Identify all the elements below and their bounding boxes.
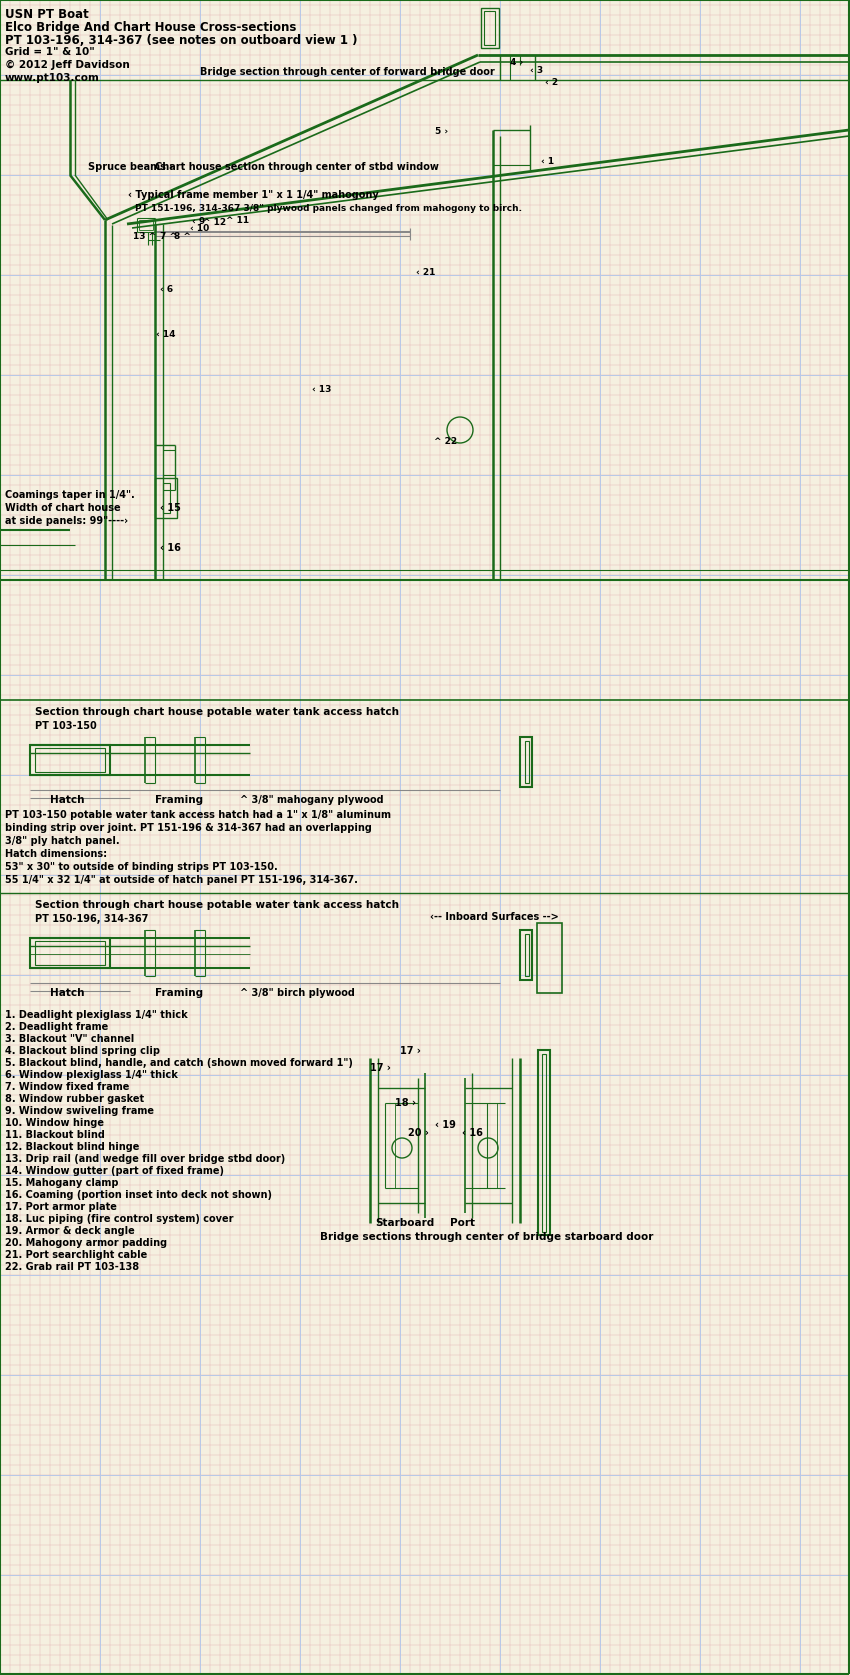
- Text: PT 151-196, 314-367 3/8" plywood panels changed from mahogony to birch.: PT 151-196, 314-367 3/8" plywood panels …: [135, 204, 522, 213]
- Text: binding strip over joint. PT 151-196 & 314-367 had an overlapping: binding strip over joint. PT 151-196 & 3…: [5, 822, 371, 832]
- Text: 3. Blackout "V" channel: 3. Blackout "V" channel: [5, 1033, 134, 1044]
- Text: Framing: Framing: [155, 988, 203, 998]
- Bar: [525, 935, 529, 977]
- Bar: [35, 941, 105, 965]
- Text: ‹ 9: ‹ 9: [192, 218, 205, 226]
- Text: ‹ 14: ‹ 14: [156, 330, 175, 338]
- Text: 7. Window fixed frame: 7. Window fixed frame: [5, 1082, 129, 1092]
- Text: ^ 11: ^ 11: [226, 216, 249, 224]
- Text: ^ 3/8" mahogany plywood: ^ 3/8" mahogany plywood: [240, 796, 383, 806]
- Text: ‹ 1: ‹ 1: [541, 157, 554, 166]
- Text: 17 ›: 17 ›: [400, 1045, 421, 1055]
- Bar: [520, 737, 532, 787]
- Bar: [538, 1050, 550, 1234]
- Text: ‹ Typical frame member 1" x 1 1/4" mahogony: ‹ Typical frame member 1" x 1 1/4" mahog…: [128, 189, 379, 199]
- Text: 20 ›: 20 ›: [408, 1127, 429, 1137]
- Text: 7 ^: 7 ^: [160, 233, 177, 241]
- Bar: [163, 482, 170, 513]
- Text: Chart house section through center of stbd window: Chart house section through center of st…: [155, 162, 439, 173]
- Text: Grid = 1" & 10": Grid = 1" & 10": [5, 47, 94, 57]
- Text: 19. Armor & deck angle: 19. Armor & deck angle: [5, 1226, 135, 1236]
- Text: ‹ 16: ‹ 16: [462, 1127, 483, 1137]
- Text: Hatch: Hatch: [50, 796, 84, 806]
- Text: ^ 3/8" birch plywood: ^ 3/8" birch plywood: [240, 988, 355, 998]
- Text: ‹ 6: ‹ 6: [160, 285, 173, 295]
- Text: 8 ^: 8 ^: [174, 233, 191, 241]
- Bar: [520, 930, 532, 980]
- Bar: [484, 12, 495, 45]
- Text: 18 ›: 18 ›: [395, 1099, 416, 1107]
- Text: Coamings taper in 1/4".: Coamings taper in 1/4".: [5, 491, 135, 501]
- Text: © 2012 Jeff Davidson: © 2012 Jeff Davidson: [5, 60, 130, 70]
- Text: USN PT Boat: USN PT Boat: [5, 8, 88, 22]
- Bar: [542, 1054, 546, 1233]
- Text: Hatch dimensions:: Hatch dimensions:: [5, 849, 107, 859]
- Text: 13 ^: 13 ^: [133, 233, 156, 241]
- Bar: [537, 923, 562, 993]
- Text: ^ 22: ^ 22: [434, 437, 457, 446]
- Text: 5 ›: 5 ›: [435, 127, 448, 136]
- Bar: [155, 477, 177, 518]
- Text: 20. Mahogony armor padding: 20. Mahogony armor padding: [5, 1238, 167, 1248]
- Text: 4. Blackout blind spring clip: 4. Blackout blind spring clip: [5, 1045, 160, 1055]
- Text: Port: Port: [450, 1218, 475, 1228]
- Text: 22. Grab rail PT 103-138: 22. Grab rail PT 103-138: [5, 1261, 139, 1271]
- Text: 10. Window hinge: 10. Window hinge: [5, 1117, 104, 1127]
- Text: ^ 12: ^ 12: [203, 218, 226, 228]
- Text: 14. Window gutter (part of fixed frame): 14. Window gutter (part of fixed frame): [5, 1166, 224, 1176]
- Text: Bridge section through center of forward bridge door: Bridge section through center of forward…: [200, 67, 495, 77]
- Text: 12. Blackout blind hinge: 12. Blackout blind hinge: [5, 1142, 139, 1152]
- Text: Starboard: Starboard: [375, 1218, 434, 1228]
- Text: 55 1/4" x 32 1/4" at outside of hatch panel PT 151-196, 314-367.: 55 1/4" x 32 1/4" at outside of hatch pa…: [5, 874, 358, 884]
- Text: Elco Bridge And Chart House Cross-sections: Elco Bridge And Chart House Cross-sectio…: [5, 22, 297, 34]
- Text: Hatch: Hatch: [50, 988, 84, 998]
- Bar: [481, 8, 499, 49]
- Text: Section through chart house potable water tank access hatch: Section through chart house potable wate…: [35, 707, 399, 717]
- Text: ‹ 16: ‹ 16: [160, 543, 181, 553]
- Text: ‹ 3: ‹ 3: [530, 65, 543, 75]
- Text: ‹ 15: ‹ 15: [160, 502, 181, 513]
- Text: 16. Coaming (portion inset into deck not shown): 16. Coaming (portion inset into deck not…: [5, 1189, 272, 1199]
- Bar: [35, 749, 105, 772]
- Text: Framing: Framing: [155, 796, 203, 806]
- Bar: [30, 745, 110, 776]
- Text: PT 103-150: PT 103-150: [35, 720, 97, 730]
- Text: 3/8" ply hatch panel.: 3/8" ply hatch panel.: [5, 836, 120, 846]
- Text: ‹ 2: ‹ 2: [545, 79, 558, 87]
- Text: 1. Deadlight plexiglass 1/4" thick: 1. Deadlight plexiglass 1/4" thick: [5, 1010, 188, 1020]
- Text: 11. Blackout blind: 11. Blackout blind: [5, 1131, 105, 1141]
- Text: 15. Mahogany clamp: 15. Mahogany clamp: [5, 1178, 118, 1188]
- Text: PT 150-196, 314-367: PT 150-196, 314-367: [35, 915, 149, 925]
- Text: Section through chart house potable water tank access hatch: Section through chart house potable wate…: [35, 899, 399, 910]
- Text: ‹-- Inboard Surfaces -->: ‹-- Inboard Surfaces -->: [430, 911, 558, 921]
- Text: 17 ›: 17 ›: [370, 1064, 391, 1074]
- Text: at side panels: 99"----›: at side panels: 99"----›: [5, 516, 128, 526]
- Text: Spruce beams ›: Spruce beams ›: [88, 162, 173, 173]
- Text: www.pt103.com: www.pt103.com: [5, 74, 100, 84]
- Text: ‹ 21: ‹ 21: [416, 268, 435, 276]
- Text: 5. Blackout blind, handle, and catch (shown moved forward 1"): 5. Blackout blind, handle, and catch (sh…: [5, 1059, 353, 1069]
- Text: 9. Window swiveling frame: 9. Window swiveling frame: [5, 1106, 154, 1116]
- Text: 2. Deadlight frame: 2. Deadlight frame: [5, 1022, 108, 1032]
- Text: 18. Luc piping (fire control system) cover: 18. Luc piping (fire control system) cov…: [5, 1214, 234, 1224]
- Text: ‹ 19: ‹ 19: [435, 1121, 456, 1131]
- Text: 17. Port armor plate: 17. Port armor plate: [5, 1203, 116, 1213]
- Text: PT 103-150 potable water tank access hatch had a 1" x 1/8" aluminum: PT 103-150 potable water tank access hat…: [5, 811, 391, 821]
- Text: PT 103-196, 314-367 (see notes on outboard view 1 ): PT 103-196, 314-367 (see notes on outboa…: [5, 34, 358, 47]
- Text: 53" x 30" to outside of binding strips PT 103-150.: 53" x 30" to outside of binding strips P…: [5, 863, 278, 873]
- Text: ‹ 10: ‹ 10: [190, 224, 209, 233]
- Text: ‹ 13: ‹ 13: [312, 385, 332, 394]
- Text: 13. Drip rail (and wedge fill over bridge stbd door): 13. Drip rail (and wedge fill over bridg…: [5, 1154, 286, 1164]
- Bar: [525, 740, 529, 782]
- Text: Width of chart house: Width of chart house: [5, 502, 121, 513]
- Text: 6. Window plexiglass 1/4" thick: 6. Window plexiglass 1/4" thick: [5, 1070, 178, 1080]
- Bar: [30, 938, 110, 968]
- Text: 8. Window rubber gasket: 8. Window rubber gasket: [5, 1094, 144, 1104]
- Text: Bridge sections through center of bridge starboard door: Bridge sections through center of bridge…: [320, 1233, 654, 1241]
- Text: 4 ›: 4 ›: [510, 59, 524, 67]
- Text: 21. Port searchlight cable: 21. Port searchlight cable: [5, 1250, 147, 1260]
